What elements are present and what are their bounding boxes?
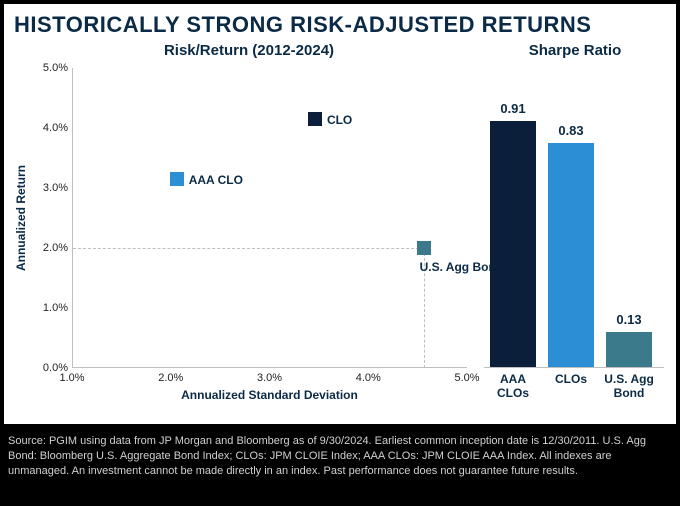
- scatter-plot-area: AAA CLOCLOU.S. Agg Bond: [72, 68, 467, 368]
- charts-row: Risk/Return (2012-2024) Annualized Retur…: [14, 38, 666, 408]
- scatter-marker-label: CLO: [327, 113, 352, 127]
- bar-value: 0.13: [606, 312, 652, 327]
- x-tick: 4.0%: [356, 372, 381, 384]
- y-tick: 1.0%: [42, 302, 68, 314]
- x-axis-label: Annualized Standard Deviation: [72, 388, 467, 402]
- bar: 0.91: [490, 121, 536, 367]
- bar-plot-area: 0.91AAA CLOs0.83CLOs0.13U.S. Agg Bond: [484, 68, 664, 368]
- bar-value: 0.91: [490, 101, 536, 116]
- bar-label: CLOs: [541, 372, 601, 386]
- bar: 0.83: [548, 143, 594, 367]
- bar-chart: Sharpe Ratio 0.91AAA CLOs0.83CLOs0.13U.S…: [484, 38, 666, 408]
- footnote: Source: PGIM using data from JP Morgan a…: [0, 428, 672, 479]
- y-tick: 3.0%: [42, 182, 68, 194]
- chart-panel: HISTORICALLY STRONG RISK-ADJUSTED RETURN…: [4, 4, 676, 424]
- x-tick: 2.0%: [158, 372, 183, 384]
- bar-label: AAA CLOs: [483, 372, 543, 400]
- bar-fill: [548, 143, 594, 367]
- bar-label: U.S. Agg Bond: [599, 372, 659, 400]
- main-title: HISTORICALLY STRONG RISK-ADJUSTED RETURN…: [14, 12, 666, 38]
- bar-value: 0.83: [548, 123, 594, 138]
- bar-fill: [606, 332, 652, 367]
- bar: 0.13: [606, 332, 652, 367]
- y-tick: 2.0%: [42, 242, 68, 254]
- scatter-marker: [417, 241, 431, 255]
- y-tick: 5.0%: [42, 62, 68, 74]
- scatter-marker: [170, 172, 184, 186]
- root: HISTORICALLY STRONG RISK-ADJUSTED RETURN…: [0, 4, 680, 479]
- y-axis-label: Annualized Return: [14, 148, 28, 288]
- x-tick: 5.0%: [454, 372, 479, 384]
- scatter-title: Risk/Return (2012-2024): [14, 42, 484, 59]
- y-tick: 4.0%: [42, 122, 68, 134]
- bar-title: Sharpe Ratio: [484, 42, 666, 59]
- scatter-marker-label: AAA CLO: [189, 173, 243, 187]
- x-tick: 1.0%: [59, 372, 84, 384]
- scatter-marker: [308, 112, 322, 126]
- bar-fill: [490, 121, 536, 367]
- guide-line-h: [73, 248, 424, 249]
- scatter-chart: Risk/Return (2012-2024) Annualized Retur…: [14, 38, 484, 408]
- x-tick: 3.0%: [257, 372, 282, 384]
